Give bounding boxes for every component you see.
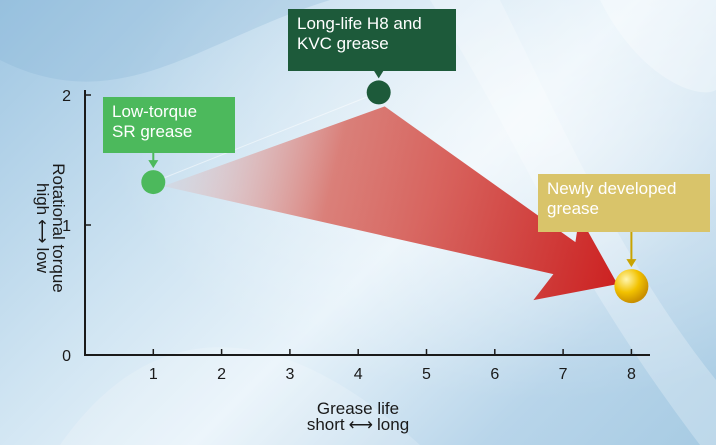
x-tick-label: 7 [559,366,568,383]
connector-line [153,91,379,183]
annotation-pointer-head [626,259,637,268]
data-point [366,80,391,105]
y-axis-title-line: Rotational torque [49,163,68,293]
annotation-line: Long-life H8 and [297,14,422,33]
x-tick-label: 5 [422,366,431,383]
data-point [141,170,166,195]
annotation-low-torque-sr: Low-torque SR grease [103,97,235,153]
x-axis-title: Grease life short ⟷ long [278,399,438,434]
x-axis-direction: short ⟷ long [278,415,438,434]
y-axis-title: Rotational torque high ⟷ low [20,118,68,338]
x-tick-label: 3 [285,366,294,383]
annotation-line: Newly developed [547,179,677,198]
data-point [614,269,649,304]
annotation-line: grease [547,199,599,218]
x-axis-label-long: long [377,415,410,434]
y-axis-label-low: low [33,247,52,274]
x-axis-label-short: short [306,415,345,434]
annotation-line: SR grease [112,122,193,141]
double-arrow-icon: ⟷ [33,219,52,244]
x-tick-label: 2 [217,366,226,383]
double-arrow-icon: ⟷ [348,415,374,434]
y-tick-label: 0 [62,348,71,365]
x-axis-title-line: Grease life [316,399,400,418]
annotation-pointer-head [373,70,384,79]
annotation-pointer-head [148,160,159,169]
x-tick-label: 1 [149,366,158,383]
annotation-newly-developed: Newly developed grease [538,174,710,232]
improvement-arrow [163,106,618,301]
y-tick-label: 1 [62,218,71,235]
x-tick-label: 6 [490,366,499,383]
x-tick-label: 8 [627,366,636,383]
annotation-long-life-h8-kvc: Long-life H8 and KVC grease [288,9,456,71]
x-tick-label: 4 [354,366,363,383]
annotation-line: Low-torque [112,102,198,121]
annotation-line: KVC grease [297,34,389,53]
y-tick-label: 2 [62,88,71,105]
y-axis-label-high: high [33,182,52,216]
y-axis-direction: high ⟷ low [33,118,52,338]
